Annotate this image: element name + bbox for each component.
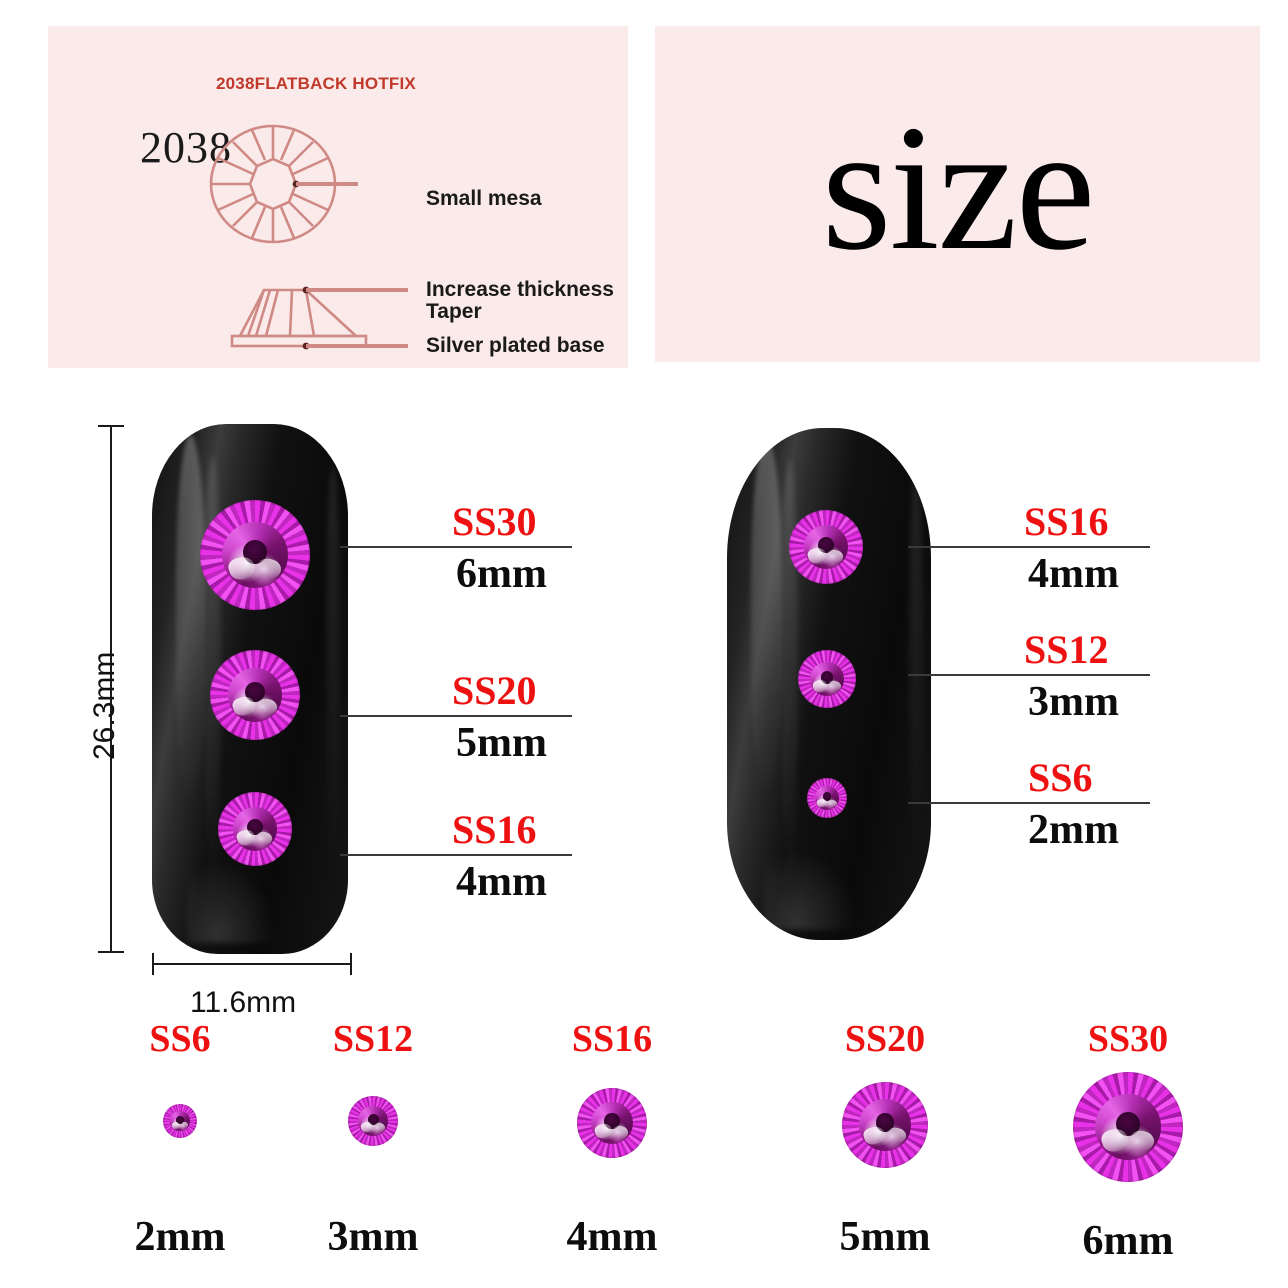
callout-left-ss20: SS20 5mm bbox=[340, 667, 580, 767]
leader-line bbox=[908, 546, 1150, 548]
size-chart-item-ss16: SS16 4mm bbox=[527, 1020, 697, 1258]
flatback-side-view-diagram bbox=[230, 286, 408, 350]
width-dimension-label: 11.6mm bbox=[190, 986, 297, 1019]
gem-ss20-on-nail bbox=[210, 650, 300, 740]
callout-silver-plated-base: Silver plated base bbox=[426, 334, 605, 357]
callout-right-ss12: SS12 3mm bbox=[908, 626, 1158, 726]
callout-taper: Taper bbox=[426, 300, 482, 323]
size-chart-mm-label: 4mm bbox=[566, 1214, 658, 1260]
callout-right-ss6: SS6 2mm bbox=[908, 754, 1158, 854]
size-chart-gem bbox=[1073, 1072, 1183, 1182]
gem-ss6-on-nail-right bbox=[807, 778, 847, 818]
callout-increase-thickness: Increase thickness bbox=[426, 278, 614, 301]
gem-ss16-on-nail bbox=[218, 792, 292, 866]
callout-mm-label: 4mm bbox=[456, 859, 547, 905]
size-chart-mm-label: 6mm bbox=[1082, 1218, 1174, 1264]
width-dimension-cap-right bbox=[350, 953, 352, 975]
size-chart-ss-label: SS16 bbox=[571, 1018, 653, 1060]
callout-ss-label: SS16 bbox=[452, 807, 537, 852]
flatback-top-view-diagram bbox=[209, 124, 358, 244]
callout-ss-label: SS6 bbox=[1028, 755, 1093, 800]
width-dimension-cap-left bbox=[152, 953, 154, 975]
size-chart-mm-label: 2mm bbox=[134, 1214, 226, 1260]
callout-mm-label: 4mm bbox=[1028, 551, 1119, 597]
size-chart-mm-label: 3mm bbox=[327, 1214, 419, 1260]
leader-line bbox=[340, 546, 572, 548]
height-dimension-label: 26.3mm bbox=[88, 651, 121, 760]
callout-right-ss16: SS16 4mm bbox=[908, 498, 1158, 598]
width-dimension-line bbox=[152, 963, 352, 965]
gem-ss30-on-nail bbox=[200, 500, 310, 610]
size-chart-item-ss6: SS6 2mm bbox=[95, 1020, 265, 1258]
callout-small-mesa: Small mesa bbox=[426, 187, 542, 210]
gem-culet bbox=[176, 1116, 184, 1124]
callout-ss-label: SS12 bbox=[1024, 627, 1109, 672]
leader-line bbox=[908, 802, 1150, 804]
diagram-heading: 2038FLATBACK HOTFIX bbox=[216, 74, 416, 93]
nail-right bbox=[727, 428, 931, 940]
size-chart-item-ss20: SS20 5mm bbox=[800, 1020, 970, 1258]
size-chart-gem bbox=[842, 1082, 928, 1168]
size-chart-item-ss30: SS30 6mm bbox=[1040, 1020, 1216, 1262]
leader-line bbox=[340, 854, 572, 856]
height-dimension-line bbox=[110, 425, 112, 953]
size-chart-gem bbox=[348, 1096, 398, 1146]
height-dimension-cap-top bbox=[98, 425, 124, 427]
gem-ss16-on-nail-right bbox=[789, 510, 863, 584]
nail-left bbox=[152, 424, 348, 954]
size-chart-item-ss12: SS12 3mm bbox=[288, 1020, 458, 1258]
callout-mm-label: 2mm bbox=[1028, 807, 1119, 853]
height-dimension-cap-bottom bbox=[98, 951, 124, 953]
size-chart-ss-label: SS30 bbox=[1087, 1018, 1169, 1060]
size-chart-gem bbox=[577, 1088, 647, 1158]
size-chart-mm-label: 5mm bbox=[839, 1214, 931, 1260]
size-title-panel: size bbox=[655, 26, 1260, 362]
callout-ss-label: SS16 bbox=[1024, 499, 1109, 544]
size-chart-gem bbox=[163, 1104, 197, 1138]
nail-gloss-secondary bbox=[782, 458, 799, 900]
nail-edge-highlight bbox=[908, 468, 923, 879]
size-title-text: size bbox=[821, 88, 1096, 288]
callout-mm-label: 3mm bbox=[1028, 679, 1119, 725]
size-chart-ss-label: SS20 bbox=[844, 1018, 926, 1060]
nail-gloss-highlight bbox=[751, 438, 783, 807]
size-chart-ss-label: SS6 bbox=[149, 1018, 211, 1060]
leader-line bbox=[340, 715, 572, 717]
callout-left-ss16: SS16 4mm bbox=[340, 806, 580, 906]
nail-bottom-highlight bbox=[763, 847, 858, 930]
callout-ss-label: SS30 bbox=[452, 499, 537, 544]
gem-culet bbox=[367, 1114, 379, 1125]
callout-mm-label: 6mm bbox=[456, 551, 547, 597]
size-chart-ss-label: SS12 bbox=[332, 1018, 414, 1060]
gem-culet bbox=[822, 792, 832, 802]
nail-bottom-highlight bbox=[187, 858, 278, 944]
callout-left-ss30: SS30 6mm bbox=[340, 498, 580, 598]
flatback-diagram-panel: 2038FLATBACK HOTFIX 2038 bbox=[48, 26, 628, 368]
callout-mm-label: 5mm bbox=[456, 720, 547, 766]
callout-ss-label: SS20 bbox=[452, 668, 537, 713]
leader-line bbox=[908, 674, 1150, 676]
gem-ss12-on-nail-right bbox=[798, 650, 856, 708]
nail-gloss-highlight bbox=[175, 434, 205, 817]
nail-edge-highlight bbox=[326, 466, 341, 891]
size-comparison-row: SS6 2mm SS12 3mm SS16 bbox=[0, 1020, 1288, 1288]
